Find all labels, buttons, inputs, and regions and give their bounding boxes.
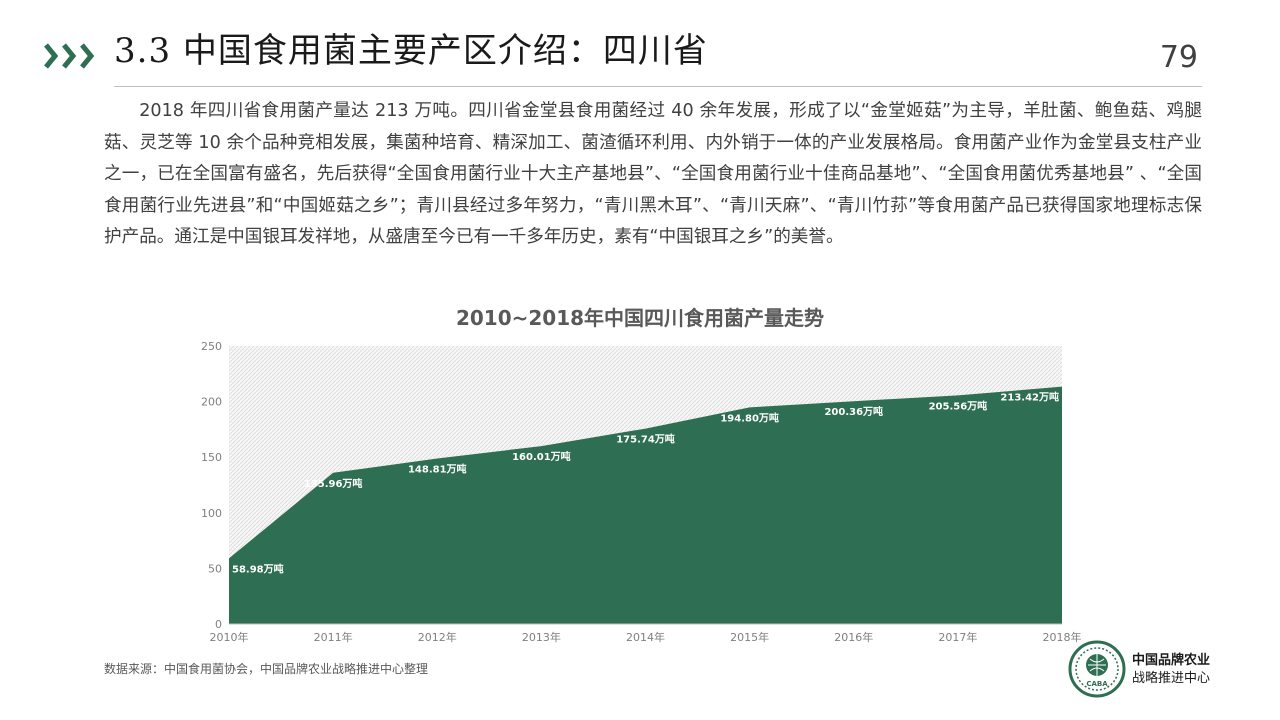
data-label: 194.80万吨 bbox=[720, 411, 779, 424]
x-tick-label: 2010年 bbox=[210, 630, 249, 644]
x-tick-label: 2017年 bbox=[938, 630, 977, 644]
data-label: 213.42万吨 bbox=[1000, 391, 1059, 404]
data-label: 148.81万吨 bbox=[408, 463, 467, 476]
y-tick-label: 250 bbox=[201, 340, 222, 353]
body-paragraph: 2018 年四川省食用菌产量达 213 万吨。四川省金堂县食用菌经过 40 余年… bbox=[104, 101, 1202, 247]
data-label: 175.74万吨 bbox=[616, 433, 675, 446]
area-series bbox=[229, 386, 1062, 624]
data-label: 58.98万吨 bbox=[232, 562, 284, 575]
data-label: 160.01万吨 bbox=[512, 450, 571, 463]
logo-caption: 中国品牌农业 战略推进中心 bbox=[1132, 652, 1210, 688]
x-tick-label: 2015年 bbox=[730, 630, 769, 644]
logo-line-2: 战略推进中心 bbox=[1132, 671, 1211, 686]
y-tick-label: 200 bbox=[201, 396, 222, 409]
logo-badge-text: CABA bbox=[1086, 680, 1108, 688]
title-divider bbox=[114, 86, 1202, 87]
chart-title: 2010~2018年中国四川食用菌产量走势 bbox=[455, 306, 825, 330]
page-number: 79 bbox=[1159, 40, 1198, 75]
y-tick-label: 150 bbox=[201, 451, 222, 464]
x-tick-label: 2013年 bbox=[522, 630, 561, 644]
chevron-arrows-icon bbox=[44, 43, 95, 69]
y-tick-label: 100 bbox=[201, 507, 222, 520]
page-title: 3.3 中国食用菌主要产区介绍：四川省 bbox=[114, 31, 708, 71]
x-tick-label: 2016年 bbox=[834, 630, 873, 644]
y-tick-label: 50 bbox=[208, 562, 222, 575]
data-label: 135.96万吨 bbox=[304, 477, 363, 490]
x-tick-label: 2018年 bbox=[1043, 630, 1082, 644]
x-tick-label: 2014年 bbox=[626, 630, 665, 644]
y-tick-label: 0 bbox=[215, 618, 222, 631]
x-tick-label: 2012年 bbox=[418, 630, 457, 644]
logo-line-1: 中国品牌农业 bbox=[1132, 653, 1211, 668]
caba-logo-icon: CABA bbox=[1068, 640, 1126, 698]
x-tick-label: 2011年 bbox=[314, 630, 353, 644]
data-source-note: 数据来源：中国食用菌协会，中国品牌农业战略推进中心整理 bbox=[104, 662, 429, 676]
data-label: 205.56万吨 bbox=[929, 399, 988, 412]
data-label: 200.36万吨 bbox=[824, 405, 883, 418]
